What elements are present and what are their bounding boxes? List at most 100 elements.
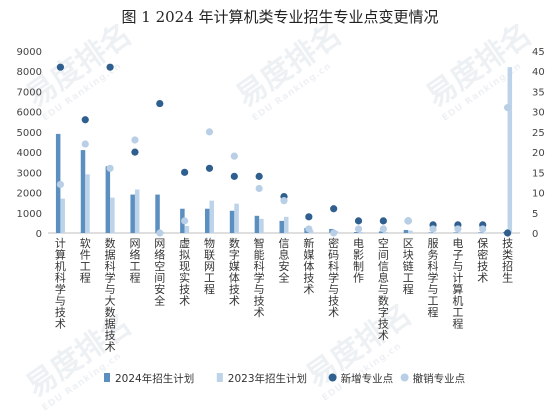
bar xyxy=(358,231,364,233)
bar xyxy=(284,216,289,233)
x-tick-label: 智能科学与技术 xyxy=(254,236,265,319)
x-tick-label: 计算机科学与技术 xyxy=(55,237,66,331)
x-tick-label: 数字媒体技术 xyxy=(229,237,240,308)
y-right-tick-label: 40 xyxy=(532,67,545,78)
bar xyxy=(80,150,86,233)
bar xyxy=(155,194,160,233)
point xyxy=(503,104,512,112)
point xyxy=(255,172,263,180)
point xyxy=(131,148,139,156)
point xyxy=(156,229,164,237)
x-tick-label: 虚拟现实技术 xyxy=(179,237,190,308)
point xyxy=(429,225,437,233)
x-tick-label: 新媒体技术 xyxy=(303,236,314,296)
point xyxy=(81,116,89,124)
bar xyxy=(85,174,90,233)
point xyxy=(106,164,114,172)
point xyxy=(255,184,263,193)
point xyxy=(205,128,214,136)
point xyxy=(354,225,363,233)
bar xyxy=(209,200,214,233)
point xyxy=(479,225,487,233)
x-tick-label: 空间信息与数字技术 xyxy=(378,236,389,342)
x-tick-label: 网络空间安全 xyxy=(154,237,165,308)
x-tick-label: 电影制作 xyxy=(353,237,364,285)
bar xyxy=(408,230,413,233)
bar xyxy=(204,208,210,233)
y-right-tick-label: 45 xyxy=(532,47,545,58)
bar xyxy=(229,210,235,233)
point xyxy=(81,140,89,148)
point xyxy=(379,217,387,225)
y-left-tick-label: 6000 xyxy=(17,108,42,119)
point xyxy=(56,180,65,189)
bar xyxy=(234,203,239,233)
legend-marker xyxy=(216,373,223,382)
x-tick-label: 物联网工程 xyxy=(204,236,215,296)
bar xyxy=(105,166,111,233)
y-left-tick-label: 8000 xyxy=(17,67,42,78)
legend-marker xyxy=(328,373,337,382)
y-right-tick-label: 30 xyxy=(532,108,545,119)
y-right-tick-label: 15 xyxy=(532,168,545,179)
bar xyxy=(453,232,458,233)
legend-marker xyxy=(400,373,409,382)
legend-label: 2023年招生计划 xyxy=(228,372,307,385)
point xyxy=(131,136,139,144)
point xyxy=(404,217,412,225)
y-left-tick-label: 0 xyxy=(36,229,42,240)
bar xyxy=(184,225,190,233)
y-left-tick-label: 7000 xyxy=(17,87,42,98)
point xyxy=(503,229,512,237)
bar xyxy=(110,197,115,233)
point xyxy=(230,152,238,160)
point xyxy=(454,225,462,233)
y-left-tick-label: 5000 xyxy=(17,128,42,139)
chart-title: 图 1 2024 年计算机类专业招生专业点变更情况 xyxy=(121,8,438,26)
bar xyxy=(478,232,483,233)
point xyxy=(305,225,313,233)
point xyxy=(330,229,338,237)
x-tick-label: 技类招生 xyxy=(502,237,513,285)
bar xyxy=(279,220,284,233)
x-tick-label: 数据科学与大数据技术 xyxy=(105,237,116,354)
bar xyxy=(134,189,140,233)
bar xyxy=(378,231,384,233)
point xyxy=(181,168,189,176)
y-right-tick-label: 20 xyxy=(532,148,545,159)
y-right-tick-label: 0 xyxy=(532,229,538,240)
x-tick-label: 密码科学与技术 xyxy=(328,236,339,319)
bar xyxy=(259,218,264,233)
bar xyxy=(403,229,409,233)
y-left-tick-label: 4000 xyxy=(17,148,42,159)
point xyxy=(205,164,214,172)
bar xyxy=(354,231,359,233)
point xyxy=(330,205,338,213)
point xyxy=(230,172,238,180)
bar xyxy=(507,67,513,233)
legend: 2024年招生计划 2023年招生计划 新增专业点 撤销专业点 xyxy=(104,372,465,385)
y-left-tick-label: 3000 xyxy=(17,168,42,179)
bar xyxy=(457,232,463,233)
x-tick-label: 电子与计算机工程 xyxy=(452,237,463,331)
legend-label: 撤销专业点 xyxy=(413,372,466,385)
point xyxy=(181,217,189,225)
y-left-tick-label: 9000 xyxy=(17,47,42,58)
legend-label: 新增专业点 xyxy=(341,372,394,385)
bar xyxy=(60,198,65,233)
point xyxy=(280,197,288,205)
x-tick-label: 服务科学与工程 xyxy=(428,237,439,319)
point xyxy=(56,63,65,71)
x-tick-label: 网络工程 xyxy=(129,237,140,285)
point xyxy=(379,225,387,233)
bar xyxy=(433,232,438,233)
point xyxy=(156,99,164,108)
point xyxy=(354,217,363,225)
y-right-tick-label: 5 xyxy=(532,209,538,220)
legend-marker xyxy=(104,373,110,382)
y-right-tick-label: 35 xyxy=(532,87,545,98)
x-tick-label: 信息安全 xyxy=(279,237,290,285)
bar xyxy=(482,232,488,233)
bar xyxy=(254,215,260,233)
